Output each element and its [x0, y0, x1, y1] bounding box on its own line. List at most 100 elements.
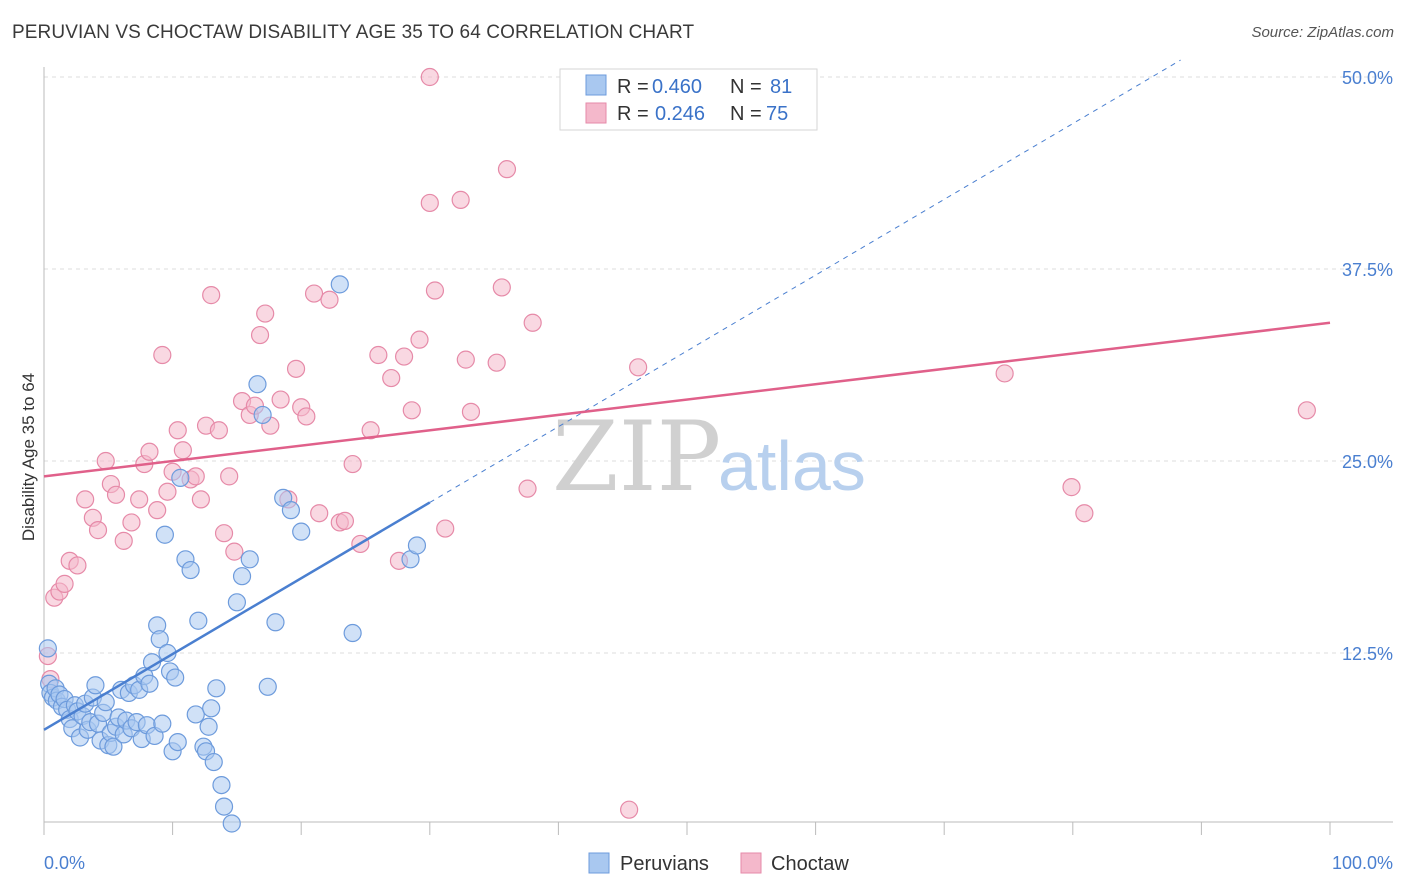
choctaw-point: [122, 513, 141, 532]
choctaw-point: [461, 402, 481, 421]
legend-n-value-pink: 75: [766, 103, 788, 125]
choctaw-point: [130, 490, 149, 509]
choctaw-point: [173, 441, 192, 460]
choctaw-point: [209, 421, 228, 440]
legend-r-label-blue: R =: [617, 76, 649, 98]
choctaw-point: [1075, 504, 1094, 523]
choctaw-point: [436, 519, 455, 538]
peruvians-point: [240, 550, 259, 569]
x-tick-label-min: 0.0%: [44, 853, 85, 873]
y-axis-title: Disability Age 35 to 64: [19, 373, 38, 541]
peruvians-point: [232, 567, 252, 586]
choctaw-point: [286, 359, 306, 378]
choctaw-point: [106, 485, 126, 504]
choctaw-point: [256, 304, 275, 323]
choctaw-point: [523, 313, 542, 332]
peruvians-point: [140, 674, 159, 693]
peruvians-point: [155, 525, 174, 544]
choctaw-point: [620, 800, 639, 819]
peruvians-point: [212, 775, 231, 795]
source-label: Source: ZipAtlas.com: [1251, 24, 1394, 41]
legend-bottom: Peruvians Choctaw: [588, 852, 849, 875]
peruvians-point: [38, 639, 57, 658]
peruvians-points: [38, 275, 427, 833]
x-ticks: [43, 822, 1331, 835]
choctaw-point: [96, 451, 115, 471]
choctaw-point: [214, 524, 234, 543]
y-tick-label: 12.5%: [1342, 644, 1393, 664]
choctaw-point: [420, 67, 439, 87]
choctaw-point: [335, 511, 355, 531]
choctaw-point: [310, 504, 329, 523]
choctaw-point: [402, 401, 421, 420]
peruvians-point: [202, 699, 221, 718]
choctaw-point: [420, 193, 439, 213]
choctaw-point: [995, 364, 1014, 383]
legend-bottom-label-choctaw: Choctaw: [771, 853, 849, 875]
choctaw-point: [382, 368, 401, 388]
y-tick-labels: 12.5% 25.0% 37.5% 50.0%: [1342, 68, 1393, 664]
peruvians-point: [86, 676, 105, 695]
choctaw-point: [168, 421, 187, 440]
choctaw-point: [202, 286, 221, 305]
peruvians-point: [214, 797, 234, 816]
legend-r-label-pink: R =: [617, 103, 649, 125]
choctaw-point: [88, 521, 108, 540]
peruvians-point: [253, 405, 272, 425]
choctaw-point: [629, 358, 648, 377]
peruvians-point: [199, 717, 218, 736]
choctaw-point: [361, 421, 380, 440]
choctaw-point: [250, 325, 270, 345]
legend-swatch-pink: [585, 102, 607, 124]
peruvians-point: [266, 613, 285, 632]
choctaw-trend-line: [43, 321, 1331, 478]
peruvians-point: [186, 705, 205, 724]
peruvians-point: [330, 275, 349, 294]
choctaw-point: [518, 479, 537, 498]
choctaw-point: [220, 467, 239, 486]
peruvians-point: [292, 522, 311, 541]
choctaw-point: [425, 281, 445, 300]
legend-bottom-swatch-peruvians: [588, 852, 610, 874]
peruvians-point: [166, 668, 185, 687]
choctaw-point: [140, 442, 159, 461]
choctaw-point: [497, 160, 517, 179]
choctaw-point: [410, 330, 429, 349]
y-tick-label: 50.0%: [1342, 68, 1393, 88]
peruvians-point: [150, 630, 169, 649]
choctaw-point: [153, 345, 172, 365]
choctaw-point: [343, 454, 362, 474]
choctaw-point: [76, 490, 95, 509]
chart-title: PERUVIAN VS CHOCTAW DISABILITY AGE 35 TO…: [12, 22, 695, 43]
peruvians-point: [281, 501, 301, 520]
choctaw-point: [148, 501, 167, 520]
legend-swatch-blue: [585, 74, 607, 96]
choctaw-point: [271, 390, 290, 409]
legend-bottom-label-peruvians: Peruvians: [620, 853, 709, 875]
peruvians-point: [104, 737, 123, 756]
peruvians-point: [343, 623, 362, 643]
choctaw-point: [297, 407, 316, 426]
choctaw-point: [369, 345, 388, 365]
watermark: ZIP atlas: [552, 401, 866, 513]
choctaw-point: [304, 284, 324, 303]
peruvians-trend-line: [43, 501, 431, 731]
choctaw-point: [158, 482, 177, 501]
legend-bottom-swatch-choctaw: [740, 852, 762, 874]
peruvians-point: [168, 732, 187, 752]
legend-top: R = 0.460 N = 81 R = 0.246 N = 75: [559, 68, 818, 131]
legend-n-label-blue: N =: [730, 76, 762, 98]
y-tick-label: 25.0%: [1342, 452, 1393, 472]
peruvians-point: [258, 677, 277, 696]
peruvians-point: [181, 560, 200, 580]
legend-n-label-pink: N =: [730, 103, 762, 125]
trend-lines: [43, 59, 1331, 731]
choctaw-point: [225, 542, 244, 561]
choctaw-point: [1062, 478, 1081, 497]
choctaw-point: [492, 278, 511, 297]
choctaw-point: [456, 350, 475, 369]
watermark-zip: ZIP: [552, 401, 721, 513]
choctaw-point: [55, 574, 74, 593]
peruvians-point: [407, 536, 427, 555]
